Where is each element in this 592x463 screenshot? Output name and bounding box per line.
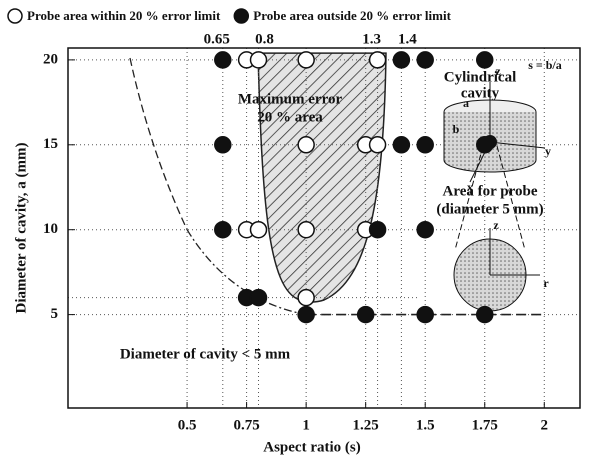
annotation: cavity: [461, 85, 500, 101]
error-region: [257, 52, 387, 303]
top-tick-label: 0.8: [255, 31, 274, 47]
annotation: b: [453, 122, 460, 136]
point: [249, 220, 268, 239]
point: [249, 51, 268, 69]
top-tick-label: 1.4: [398, 31, 417, 47]
annotation: Maximum error: [238, 91, 343, 107]
annotation: s = b/a: [528, 58, 562, 72]
point: [416, 51, 434, 69]
point: [368, 220, 387, 239]
point: [368, 51, 387, 69]
y-tick-label: 20: [43, 51, 58, 67]
boundary-curve: [129, 57, 188, 230]
inset-diagram: [443, 82, 546, 312]
legend-label: Probe area outside 20 % error limit: [253, 8, 451, 23]
point: [214, 51, 232, 69]
point: [297, 288, 315, 307]
annotation: y: [545, 144, 551, 158]
point: [416, 305, 434, 324]
legend-label: Probe area within 20 % error limit: [27, 8, 221, 23]
annotation: Cylindrical: [444, 69, 517, 85]
x-axis-label: Aspect ratio (s): [263, 439, 360, 455]
x-tick-label: 1.25: [353, 417, 379, 433]
point: [416, 220, 434, 239]
point: [297, 220, 315, 239]
point: [475, 136, 494, 154]
point: [392, 136, 411, 154]
x-tick-label: 1: [302, 417, 310, 433]
annotation: 20 % area: [257, 109, 323, 125]
point: [214, 136, 232, 154]
x-tick-label: 2: [541, 417, 549, 433]
annotation: z: [495, 64, 501, 78]
point: [214, 220, 232, 239]
axes-frame: [67, 47, 581, 409]
point: [356, 305, 375, 324]
point: [416, 136, 434, 154]
annotation: Diameter of cavity < 5 mm: [120, 346, 291, 362]
annotation: Area for probe: [443, 183, 538, 199]
annotation: z: [493, 218, 499, 232]
top-tick-label: 0.65: [204, 31, 230, 47]
legend-marker: [233, 8, 250, 24]
point: [368, 136, 387, 154]
annotation: (diameter 5 mm): [436, 201, 543, 217]
annotation: a: [463, 96, 469, 110]
point: [297, 51, 315, 69]
point: [475, 51, 494, 69]
point: [475, 305, 494, 324]
annotation: x: [467, 180, 473, 194]
axis-arrow: [489, 141, 546, 149]
legend-marker: [7, 8, 23, 24]
x-tick-label: 0.75: [233, 417, 259, 433]
y-axis-label: Diameter of cavity, a (mm): [13, 143, 29, 314]
annotation: r: [543, 276, 549, 290]
top-tick-label: 1.3: [362, 31, 381, 47]
point: [392, 51, 411, 69]
point: [249, 288, 268, 307]
x-tick-label: 1.5: [416, 417, 435, 433]
y-tick-label: 5: [51, 306, 59, 322]
y-tick-label: 10: [43, 221, 58, 237]
y-tick-label: 15: [43, 136, 58, 152]
x-tick-label: 0.5: [178, 417, 197, 433]
boundary-curve: [186, 229, 307, 316]
x-tick-label: 1.75: [472, 417, 498, 433]
point: [297, 136, 315, 154]
point: [297, 305, 315, 324]
